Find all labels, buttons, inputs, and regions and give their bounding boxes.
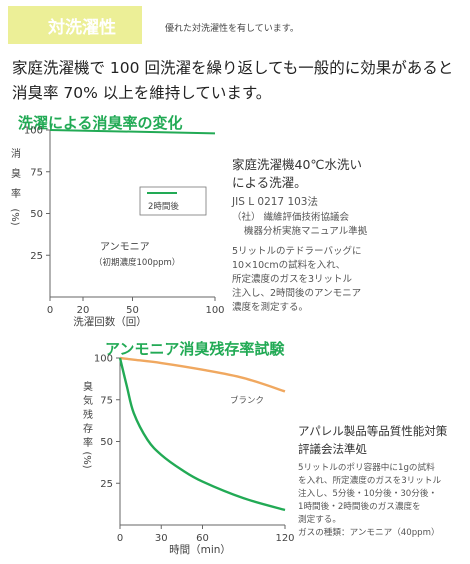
- note1-desc-line: 10×10cmの試料を入れ、: [232, 260, 346, 271]
- intro-text: 家庭洗濯機で 100 回洗濯を繰り返しても一般的に効果があると 消臭率 70% …: [12, 56, 467, 106]
- note2-title-line-2: 評議会法準処: [298, 442, 367, 456]
- note1-desc-line: 濃度を測定する。: [232, 302, 309, 313]
- note1-org-line-2: 機器分析実施マニュアル準拠: [244, 226, 368, 237]
- chart1-line-2h: [49, 129, 216, 135]
- chart2-x-tick-label: 60: [196, 533, 209, 544]
- chart1-x-tick-label: 0: [47, 305, 53, 316]
- chart1-x-tick-label: 100: [205, 305, 224, 316]
- chart2-line-sample: [118, 357, 286, 512]
- note1-title-line-2: による洗濯。: [232, 175, 307, 190]
- note1-desc-line: 5リットルのテドラーバッグに: [232, 246, 362, 257]
- chart2-x-tick-label: 120: [275, 533, 294, 544]
- chart1-legend-label: 2時間後: [148, 201, 179, 212]
- section-badge: 対洗濯性: [8, 6, 142, 44]
- chart1-y-tick-label: 100: [24, 126, 43, 137]
- section-title: 対洗濯性: [48, 17, 116, 38]
- note2: アパレル製品等品質性能対策 評議会法準処 5リットルのポリ容器中に1gの試料 を…: [298, 422, 468, 540]
- chart2-x-axis-label: 時間（min）: [169, 544, 231, 556]
- chart1-y-tick-label: 50: [30, 209, 43, 220]
- chart2-blank-label: ブランク: [230, 395, 264, 406]
- chart1-y-label-char: (%): [9, 208, 20, 225]
- note1-desc-line: 注入し、2時間後のアンモニア: [232, 288, 362, 299]
- chart2-y-label-char: 気: [83, 394, 93, 407]
- chart1-series-label: アンモニア: [100, 242, 150, 253]
- chart1-heading: 洗濯による消臭率の変化: [18, 114, 183, 132]
- chart2-y-label-char: 存: [83, 422, 93, 435]
- note1-desc-line: 所定濃度のガスを3リットル: [232, 274, 353, 285]
- note1-standard: JIS L 0217 103法: [232, 196, 318, 208]
- chart1-x-tick-label: 20: [77, 305, 90, 316]
- note2-desc-line: を入れ、所定濃度のガスを3リットル: [298, 476, 442, 486]
- chart2-y-tick-label: 25: [100, 479, 113, 490]
- note1-org-line-1: （社） 繊維評価技術協議会: [232, 212, 350, 223]
- chart2-y-tick-label: 50: [100, 437, 113, 448]
- note1-title-line-1: 家庭洗濯機40℃水洗い: [232, 157, 362, 172]
- chart2-y-label-char: 臭: [83, 380, 93, 393]
- chart1-legend-box: [139, 186, 207, 216]
- chart1-x-tick-label: 50: [126, 305, 139, 316]
- chart2-heading: アンモニア消臭残存率試験: [105, 340, 285, 358]
- chart1-y-axis-label: 消臭率 (%): [9, 147, 21, 226]
- chart1-y-label-char: 消: [11, 147, 21, 160]
- note2-desc-line: 1時間後・2時間後のガス濃度を: [298, 502, 421, 512]
- chart1-series: [49, 129, 216, 135]
- section-caption: 優れた対洗濯性を有しています。: [165, 24, 299, 34]
- chart2-line-blank: [119, 356, 286, 393]
- chart1-series-sublabel: （初期濃度100ppm）: [94, 257, 180, 268]
- note2-desc-line: 注入し、5分後・10分後・30分後・: [298, 489, 438, 499]
- chart1-x-axis-label: 洗濯回数（回）: [73, 315, 147, 328]
- note1: 家庭洗濯機40℃水洗い による洗濯。 JIS L 0217 103法 （社） 繊…: [232, 156, 464, 315]
- chart2-y-label-char: 率: [83, 436, 93, 449]
- chart2-x-ticks: 0 30 60 120: [117, 525, 295, 544]
- chart2-y-tick-label: 100: [94, 354, 113, 365]
- chart1-y-ticks: 25 50 75 100: [24, 126, 50, 262]
- chart2-y-ticks: 25 50 75 100: [94, 354, 120, 490]
- chart2-y-label-char: 残: [83, 408, 93, 421]
- note2-desc-line: 5リットルのポリ容器中に1gの試料: [298, 463, 435, 473]
- chart1-y-label-char: 率: [11, 187, 21, 200]
- note1-description: 5リットルのテドラーバッグに 10×10cmの試料を入れ、 所定濃度のガスを3リ…: [232, 245, 464, 315]
- chart1-y-tick-label: 25: [30, 251, 43, 262]
- chart1-y-tick-label: 75: [30, 167, 43, 178]
- note2-gas: ガスの種類：アンモニア（40ppm）: [298, 528, 440, 538]
- chart1: 消臭率 (%) 25 50 75 100 0 20 50 100 2時間後 アンモニア （初期…: [9, 126, 225, 329]
- intro-line-2: 消臭率 70% 以上を維持しています。: [12, 84, 272, 102]
- intro-line-1: 家庭洗濯機で 100 回洗濯を繰り返しても一般的に効果があると: [12, 59, 454, 77]
- chart1-y-label-char: 臭: [11, 167, 21, 180]
- note2-desc-line: 測定する。: [298, 515, 341, 525]
- chart2-x-tick-label: 30: [155, 533, 168, 544]
- note2-description: 5リットルのポリ容器中に1gの試料 を入れ、所定濃度のガスを3リットル 注入し、…: [298, 462, 468, 527]
- chart2-y-tick-label: 75: [100, 395, 113, 406]
- chart2-series: [118, 356, 286, 512]
- note2-title-line-1: アパレル製品等品質性能対策: [298, 424, 448, 438]
- chart2-y-label-char: (%): [81, 451, 92, 468]
- chart2-x-tick-label: 0: [117, 533, 123, 544]
- chart1-x-ticks: 0 20 50 100: [47, 297, 225, 316]
